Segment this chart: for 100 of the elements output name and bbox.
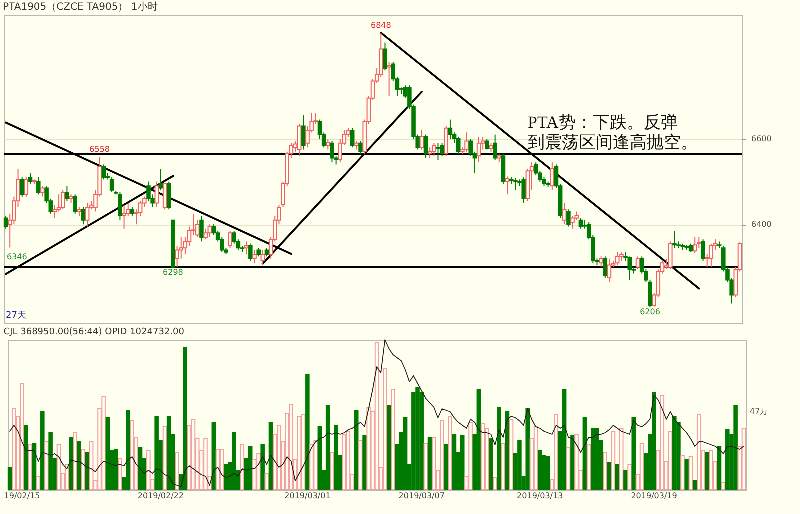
bar bbox=[289, 404, 294, 490]
bar bbox=[24, 425, 28, 490]
bar bbox=[480, 424, 486, 490]
bar bbox=[40, 412, 45, 490]
bar bbox=[424, 443, 428, 490]
candlestick bbox=[110, 177, 114, 194]
chart-title: PTA1905（CZCE TA905） 1小时 bbox=[3, 1, 158, 13]
bar bbox=[374, 342, 380, 490]
candlestick bbox=[432, 142, 436, 157]
bar bbox=[726, 430, 730, 490]
candlestick bbox=[4, 216, 8, 230]
candlestick bbox=[162, 183, 168, 210]
bar bbox=[346, 431, 351, 490]
candlestick bbox=[330, 140, 334, 164]
bar bbox=[248, 446, 253, 490]
bar bbox=[709, 450, 714, 490]
bar bbox=[640, 443, 644, 490]
bar bbox=[460, 436, 465, 490]
bar bbox=[476, 389, 482, 490]
candlestick bbox=[550, 162, 555, 191]
bar bbox=[366, 407, 371, 490]
bar bbox=[28, 444, 33, 490]
bar bbox=[56, 444, 62, 490]
candlestick bbox=[358, 140, 363, 155]
bar bbox=[297, 416, 302, 490]
bar bbox=[534, 426, 538, 490]
bar bbox=[358, 440, 363, 490]
bar bbox=[672, 416, 677, 490]
candlestick bbox=[424, 134, 428, 159]
candlestick bbox=[428, 147, 432, 159]
bar bbox=[8, 467, 12, 490]
candlestick bbox=[204, 228, 208, 240]
bar bbox=[688, 456, 694, 490]
bar bbox=[586, 444, 592, 490]
bar bbox=[81, 449, 86, 490]
candlestick bbox=[85, 202, 90, 228]
bar bbox=[306, 374, 310, 490]
bar bbox=[175, 452, 180, 490]
candlestick bbox=[244, 241, 249, 256]
candlestick bbox=[476, 136, 482, 164]
bar bbox=[562, 389, 567, 490]
bar bbox=[432, 437, 436, 490]
bar bbox=[582, 418, 588, 490]
bar bbox=[32, 443, 37, 490]
bar bbox=[696, 414, 702, 490]
candlestick bbox=[350, 128, 355, 148]
annotation: 6298 bbox=[163, 268, 184, 278]
candlestick bbox=[252, 250, 257, 264]
bar bbox=[12, 408, 16, 490]
candlestick bbox=[158, 168, 164, 191]
candlestick bbox=[578, 218, 584, 230]
candlestick bbox=[599, 256, 604, 268]
candlestick bbox=[65, 186, 70, 202]
candlestick bbox=[20, 177, 24, 198]
bar bbox=[106, 418, 110, 490]
bar bbox=[114, 449, 118, 490]
candlestick bbox=[701, 239, 706, 262]
bar bbox=[264, 473, 270, 490]
bar bbox=[204, 438, 208, 490]
candlestick bbox=[448, 119, 453, 140]
candlestick bbox=[420, 130, 424, 150]
bar bbox=[387, 406, 392, 490]
bar bbox=[717, 446, 722, 490]
bar bbox=[191, 419, 196, 490]
candlestick bbox=[200, 216, 204, 242]
candlestick bbox=[616, 252, 620, 266]
bar bbox=[684, 460, 690, 490]
candlestick bbox=[436, 142, 440, 161]
x-tick-label: 2019/03/13 bbox=[517, 492, 564, 500]
text: 47万 bbox=[750, 407, 768, 416]
bar bbox=[69, 437, 74, 490]
bar bbox=[318, 426, 322, 490]
annotation: 6558 bbox=[90, 145, 110, 154]
candlestick bbox=[260, 250, 266, 266]
bar bbox=[260, 444, 265, 490]
y-tick-label: 6400 bbox=[752, 220, 772, 230]
bar bbox=[721, 482, 726, 490]
bar bbox=[452, 434, 457, 490]
candlestick bbox=[36, 177, 41, 196]
candlestick bbox=[81, 207, 86, 226]
bar bbox=[256, 454, 261, 490]
candlestick bbox=[636, 256, 640, 270]
bar bbox=[73, 432, 78, 490]
bar bbox=[118, 458, 122, 490]
candlestick bbox=[607, 258, 612, 283]
candlestick bbox=[297, 124, 302, 157]
bar bbox=[497, 407, 502, 490]
candlestick bbox=[24, 177, 29, 198]
bar bbox=[620, 428, 624, 490]
bar bbox=[138, 448, 143, 490]
bar bbox=[652, 392, 656, 490]
bar bbox=[607, 462, 612, 490]
bar bbox=[314, 440, 318, 490]
bar bbox=[89, 442, 94, 490]
candlestick bbox=[102, 164, 106, 180]
annotation: 27天 bbox=[6, 310, 26, 321]
bar bbox=[391, 389, 396, 490]
bar bbox=[44, 442, 49, 490]
bar bbox=[383, 368, 388, 490]
bar bbox=[334, 425, 338, 490]
